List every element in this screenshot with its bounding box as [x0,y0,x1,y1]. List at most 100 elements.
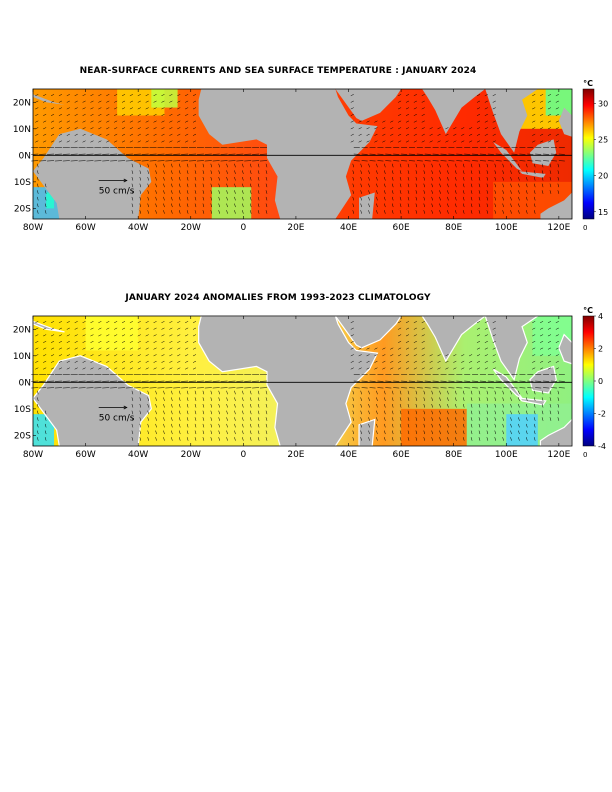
current-vector [462,423,465,428]
current-vector [242,397,244,401]
current-vector [169,133,173,136]
current-vector [257,196,260,201]
current-vector [114,354,118,357]
current-vector [470,170,473,174]
current-vector [171,390,173,395]
current-vector [66,94,70,97]
current-vector [429,133,433,136]
current-vector [518,196,520,201]
current-vector [192,327,197,330]
current-vector [82,107,86,110]
current-vector [44,183,47,188]
current-vector [555,360,559,363]
current-vector [121,133,126,136]
current-vector [37,397,39,401]
reference-arrow-label: 50 cm/s [99,414,135,424]
current-vector [226,430,228,435]
current-vector [518,163,520,168]
current-vector [226,390,228,395]
current-vector [171,190,173,194]
reference-arrow-label: 50 cm/s [99,187,135,197]
current-vector [192,340,197,343]
current-vector [218,203,220,208]
current-vector [547,100,552,103]
x-tick-label: 20W [181,223,201,233]
current-vector [423,397,426,401]
current-vector [137,133,141,136]
current-vector [384,423,386,428]
current-vector [161,334,165,337]
current-vector [374,347,378,350]
current-vector [202,403,205,408]
current-vector [494,196,496,201]
current-vector [510,430,512,435]
current-vector [194,423,197,428]
current-vector [58,340,63,343]
current-vector [137,327,141,330]
current-vector [376,430,378,435]
current-vector [43,347,47,350]
x-tick-label: 20E [287,450,304,460]
current-vector [470,437,473,441]
current-vector [533,196,536,201]
current-vector [194,397,197,401]
current-vector [131,163,134,168]
colorbar-tick-label: 4 [598,312,603,321]
current-vector [494,390,496,395]
current-vector [415,163,418,168]
current-vector [407,163,410,168]
current-vector [366,347,370,350]
current-vector [486,423,489,428]
current-vector [171,163,173,168]
current-vector [470,176,473,181]
current-vector [82,334,86,337]
current-vector [202,170,205,174]
current-vector [58,120,63,123]
current-vector [169,347,173,350]
current-vector [555,94,559,97]
current-vector [366,120,370,123]
current-vector [155,403,157,408]
current-vector [90,133,94,136]
current-vector [478,410,481,415]
current-vector [155,417,157,421]
current-vector [44,437,47,441]
current-vector [526,423,528,428]
current-vector [265,203,268,208]
current-vector [533,203,536,208]
current-vector [462,196,465,201]
current-vector [557,397,560,401]
x-tick-label: 60W [75,223,95,233]
current-vector [549,390,552,395]
current-vector [478,390,481,395]
current-vector [547,367,552,370]
current-vector [155,163,157,168]
current-vector [147,417,149,421]
current-vector [114,133,118,136]
current-vector [218,437,220,441]
current-vector [518,423,520,428]
current-vector [476,113,481,116]
current-vector [35,140,39,143]
current-vector [407,390,410,395]
current-vector [350,334,354,337]
current-vector [532,100,536,103]
x-tick-label: 40E [340,223,357,233]
current-vector [391,203,394,208]
current-vector [37,437,39,441]
current-vector [58,140,63,143]
current-vector [163,390,165,395]
colorbar-tick-label: 25 [598,136,608,145]
current-vector [90,94,94,97]
current-vector [455,403,457,408]
current-vector [249,430,252,435]
current-vector [226,437,228,441]
current-vector [384,196,386,201]
current-vector [384,397,386,401]
current-vector [178,397,181,401]
current-vector [202,183,205,188]
current-vector [350,321,354,324]
current-vector [532,334,536,337]
x-tick-label: 100E [495,450,518,460]
current-vector [44,430,47,435]
